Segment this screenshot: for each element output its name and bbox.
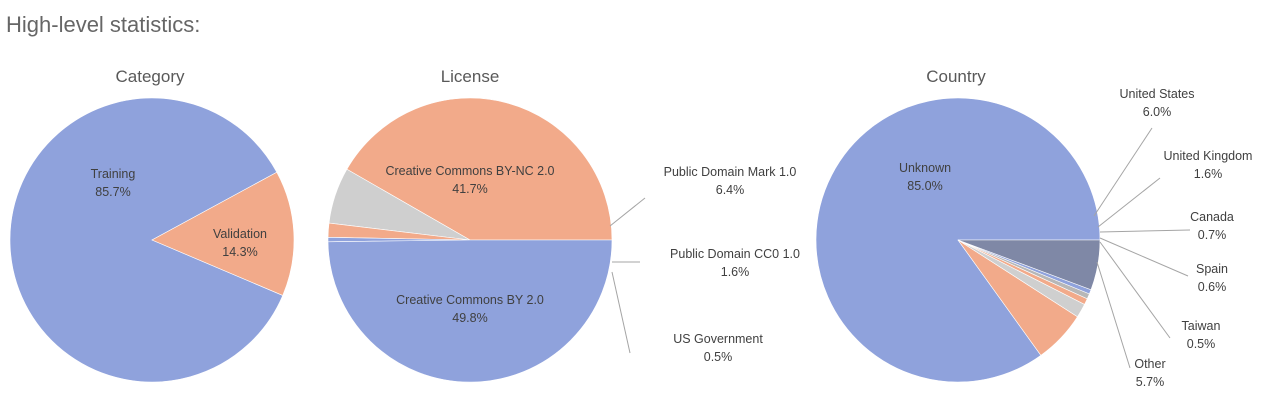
slice-label-public-domain-cc0-1-0: Public Domain CC0 1.0	[670, 247, 800, 261]
leader-line-taiwan	[1099, 241, 1171, 339]
country-slices	[815, 97, 1101, 383]
slice-value-taiwan: 0.5%	[1187, 337, 1216, 351]
leader-line-united-kingdom	[1097, 177, 1161, 228]
category-labels: Training 85.7% Validation 14.3%	[91, 167, 267, 259]
slice-value-unknown: 85.0%	[907, 179, 942, 193]
slice-label-creative-commons-by-nc-2-0: Creative Commons BY-NC 2.0	[385, 164, 554, 178]
slice-value-spain: 0.6%	[1198, 280, 1227, 294]
slice-value-validation: 14.3%	[222, 245, 257, 259]
slice-label-spain: Spain	[1196, 262, 1228, 276]
category-slices	[9, 97, 295, 383]
slice-value-creative-commons-by-2-0: 49.8%	[452, 311, 487, 325]
license-slices	[327, 97, 613, 383]
pie-slice-unknown	[815, 97, 1101, 383]
slice-value-us-government: 0.5%	[704, 350, 733, 364]
pie-slice-training	[9, 97, 284, 383]
pie-slice-validation	[151, 171, 295, 296]
slice-label-public-domain-mark-1-0: Public Domain Mark 1.0	[664, 165, 797, 179]
category-chart-title: Category	[116, 67, 185, 86]
country-leader-lines	[1093, 127, 1191, 369]
slice-label-us-government: US Government	[673, 332, 763, 346]
slice-label-creative-commons-by-2-0: Creative Commons BY 2.0	[396, 293, 544, 307]
category-pie-chart: Category Training 85.7% Validation 14.3%	[9, 67, 295, 383]
license-pie-chart: License Creative Commons BY-NC 2.0 41.7% P…	[327, 67, 800, 383]
pie-slice-creative-commons-by-2-0	[327, 239, 613, 383]
slice-label-other: Other	[1134, 357, 1165, 371]
slice-label-taiwan: Taiwan	[1182, 319, 1221, 333]
slice-label-united-kingdom: United Kingdom	[1164, 149, 1253, 163]
leader-line-us-government	[611, 271, 631, 354]
slice-label-training: Training	[91, 167, 136, 181]
leader-line-united-states	[1093, 127, 1153, 217]
slice-label-unknown: Unknown	[899, 161, 951, 175]
slice-value-united-states: 6.0%	[1143, 105, 1172, 119]
slice-value-public-domain-mark-1-0: 6.4%	[716, 183, 745, 197]
license-labels: Creative Commons BY-NC 2.0 41.7% Public Do…	[385, 164, 800, 364]
slice-label-canada: Canada	[1190, 210, 1234, 224]
country-pie-chart: Country Unknown 85.0% United States 6.0% Uni…	[815, 67, 1253, 389]
leader-line-spain	[1099, 237, 1189, 277]
page-heading: High-level statistics:	[6, 12, 201, 37]
slice-value-creative-commons-by-nc-2-0: 41.7%	[452, 182, 487, 196]
slice-value-public-domain-cc0-1-0: 1.6%	[721, 265, 750, 279]
slice-value-training: 85.7%	[95, 185, 130, 199]
license-chart-title: License	[441, 67, 500, 86]
slice-label-united-states: United States	[1119, 87, 1194, 101]
slice-value-other: 5.7%	[1136, 375, 1165, 389]
license-leader-lines	[609, 197, 646, 354]
pie-slice-creative-commons-by-nc-2-0	[346, 97, 613, 241]
leader-line-public-domain-mark-1-0	[609, 197, 646, 227]
country-chart-title: Country	[926, 67, 986, 86]
country-labels: Unknown 85.0% United States 6.0% United King…	[899, 87, 1253, 389]
leader-line-canada	[1099, 229, 1191, 233]
slice-value-canada: 0.7%	[1198, 228, 1227, 242]
slice-value-united-kingdom: 1.6%	[1194, 167, 1223, 181]
leader-line-other	[1096, 261, 1131, 369]
slice-label-validation: Validation	[213, 227, 267, 241]
